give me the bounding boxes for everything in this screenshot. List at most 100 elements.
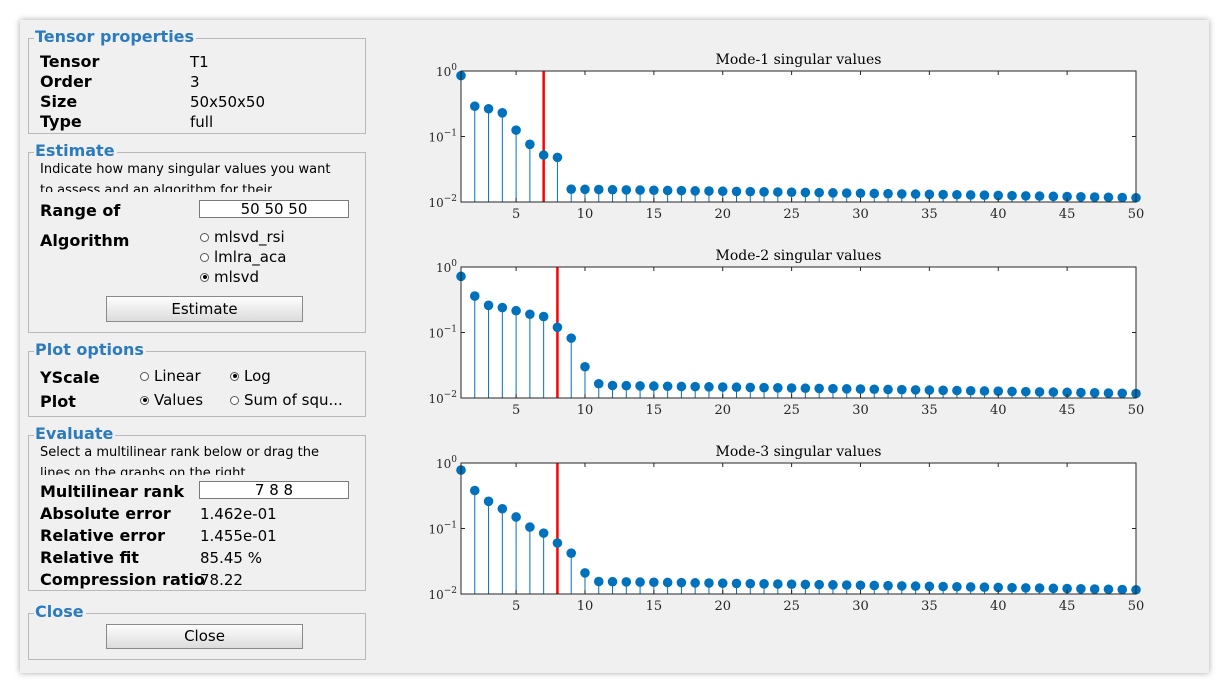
algorithm-radio-mlsvd-rsi[interactable]: mlsvd_rsi [200,228,285,246]
data-point [607,184,618,195]
data-point [1062,191,1072,202]
data-point [759,382,769,393]
data-point [607,380,618,391]
data-point [1076,192,1086,202]
data-point [1007,386,1017,397]
yscale-linear-label: Linear [154,367,201,385]
data-point [566,333,577,343]
estimate-button[interactable]: Estimate [106,296,303,322]
data-point [538,150,549,160]
data-point [1020,191,1031,201]
data-point [855,188,866,199]
mode-2-plot: Mode-2 singular values 5 10 15 20 25 30 35 40 45 5… [428,248,1144,418]
order-value: 3 [190,73,200,91]
data-point [786,383,797,393]
close-title: Close [34,602,86,621]
radio-circle[interactable] [140,371,149,381]
radio-circle-selected[interactable] [200,272,209,282]
singular-value-plots: Mode-1 singular values 5 10 15 20 25 30 35 40 45 5… [428,52,1144,614]
data-point [704,186,714,196]
data-point [593,184,604,195]
data-point [938,189,948,200]
x-tick-label: 25 [783,403,800,418]
data-point [1048,583,1059,594]
data-point [580,568,590,578]
y-tick-label: 100 [436,455,457,471]
x-tick-label: 40 [990,403,1007,418]
data-point [469,101,480,112]
y-tick-label: 100 [436,259,457,275]
data-point [855,384,866,394]
x-tick-label: 10 [577,599,594,614]
data-point [800,187,811,198]
data-point [979,582,990,593]
mode-1-plot: Mode-1 singular values 5 10 15 20 25 30 35 40 45 5… [428,52,1144,222]
data-point [1020,583,1031,593]
plot-radio-values[interactable]: Values [140,391,203,409]
type-value: full [190,113,214,131]
data-point [773,187,783,197]
x-tick-label: 40 [990,207,1007,222]
algorithm-label: Algorithm [40,231,130,250]
data-point [993,582,1004,593]
radio-circle[interactable] [200,252,209,262]
radio-circle[interactable] [200,232,209,242]
data-point [759,579,769,589]
data-point [731,382,742,393]
multilinear-rank-input[interactable]: 7 8 8 [199,481,349,499]
data-point [552,322,563,333]
data-point [717,186,728,197]
plot-area [461,463,1136,594]
range-input[interactable]: 50 50 50 [199,200,349,218]
data-point [910,581,921,591]
data-point [525,139,535,150]
x-tick-label: 50 [1128,403,1145,418]
data-point [938,385,948,396]
data-point [814,383,824,394]
data-point [731,186,742,197]
data-point [938,581,948,592]
y-tick-label: 10−2 [428,390,457,406]
radio-circle-selected[interactable] [140,395,149,405]
data-point [800,383,811,394]
data-point [662,381,673,392]
x-tick-label: 35 [921,403,938,418]
data-point [855,580,866,591]
yscale-radio-log[interactable]: Log [230,367,271,385]
plot-sum-label: Sum of squ... [244,391,343,409]
algorithm-radio-lmlra-aca[interactable]: lmlra_aca [200,248,286,266]
data-point [993,386,1004,397]
data-point [621,380,632,391]
type-label: Type [40,112,82,131]
data-point [1034,191,1045,201]
algorithm-radio-mlsvd[interactable]: mlsvd [200,268,259,286]
data-point [883,188,893,199]
data-point [1103,388,1114,398]
plot-radio-sum-of-squares[interactable]: Sum of squ... [230,391,343,409]
data-point [497,302,508,313]
data-point [1048,387,1059,397]
app-window: Tensor properties Tensor T1 Order 3 Size… [20,20,1209,673]
data-point [690,578,700,588]
data-point [662,577,673,588]
yscale-radio-linear[interactable]: Linear [140,367,201,385]
x-tick-label: 45 [1059,403,1076,418]
estimate-description-line2: to assess and an algorithm for their [40,183,273,192]
y-tick-label: 10−2 [428,586,457,602]
y-tick-label: 10−1 [428,325,457,341]
data-point [621,577,632,587]
plot-area [461,267,1136,398]
radio-circle-selected[interactable] [230,371,239,381]
plot-title: Mode-2 singular values [716,248,882,264]
data-point [1089,192,1100,202]
x-tick-label: 35 [921,207,938,222]
data-point [593,576,604,587]
radio-circle[interactable] [230,395,239,405]
x-tick-label: 25 [783,599,800,614]
data-point [828,188,838,198]
evaluate-description-line1: Select a multilinear rank below or drag … [40,445,319,460]
data-point [1089,388,1100,398]
close-button[interactable]: Close [106,624,303,649]
data-point [497,108,508,118]
data-point [1117,584,1128,595]
